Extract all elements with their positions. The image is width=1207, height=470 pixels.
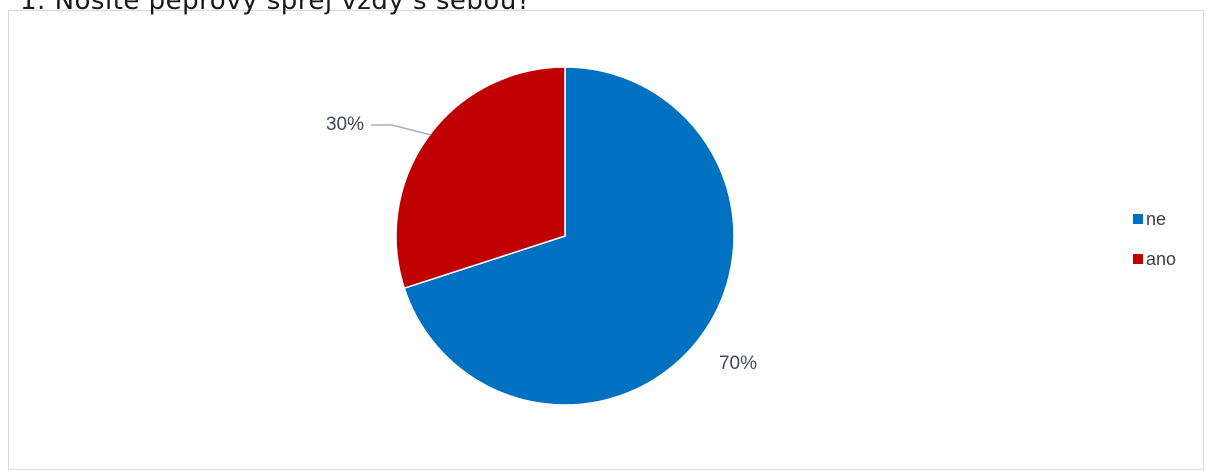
pie-chart: 70% 30% (326, 66, 757, 406)
legend-item-ano: ano (1133, 249, 1176, 269)
legend-item-ne: ne (1133, 209, 1176, 229)
leader-line-ano (371, 124, 432, 136)
data-label-ne: 70% (719, 353, 757, 374)
pie-slice-ano (395, 66, 566, 290)
legend-swatch-ano (1133, 254, 1143, 264)
legend-label-ne: ne (1146, 208, 1167, 229)
legend: ne ano (1133, 209, 1176, 289)
legend-swatch-ne (1133, 214, 1143, 224)
legend-label-ano: ano (1146, 248, 1177, 269)
chart-question-title: 1. Nosíte pepřový sprej vždy s sebou? (20, 0, 532, 16)
data-label-ano: 30% (326, 114, 364, 135)
pie-slice-ne (403, 66, 735, 406)
